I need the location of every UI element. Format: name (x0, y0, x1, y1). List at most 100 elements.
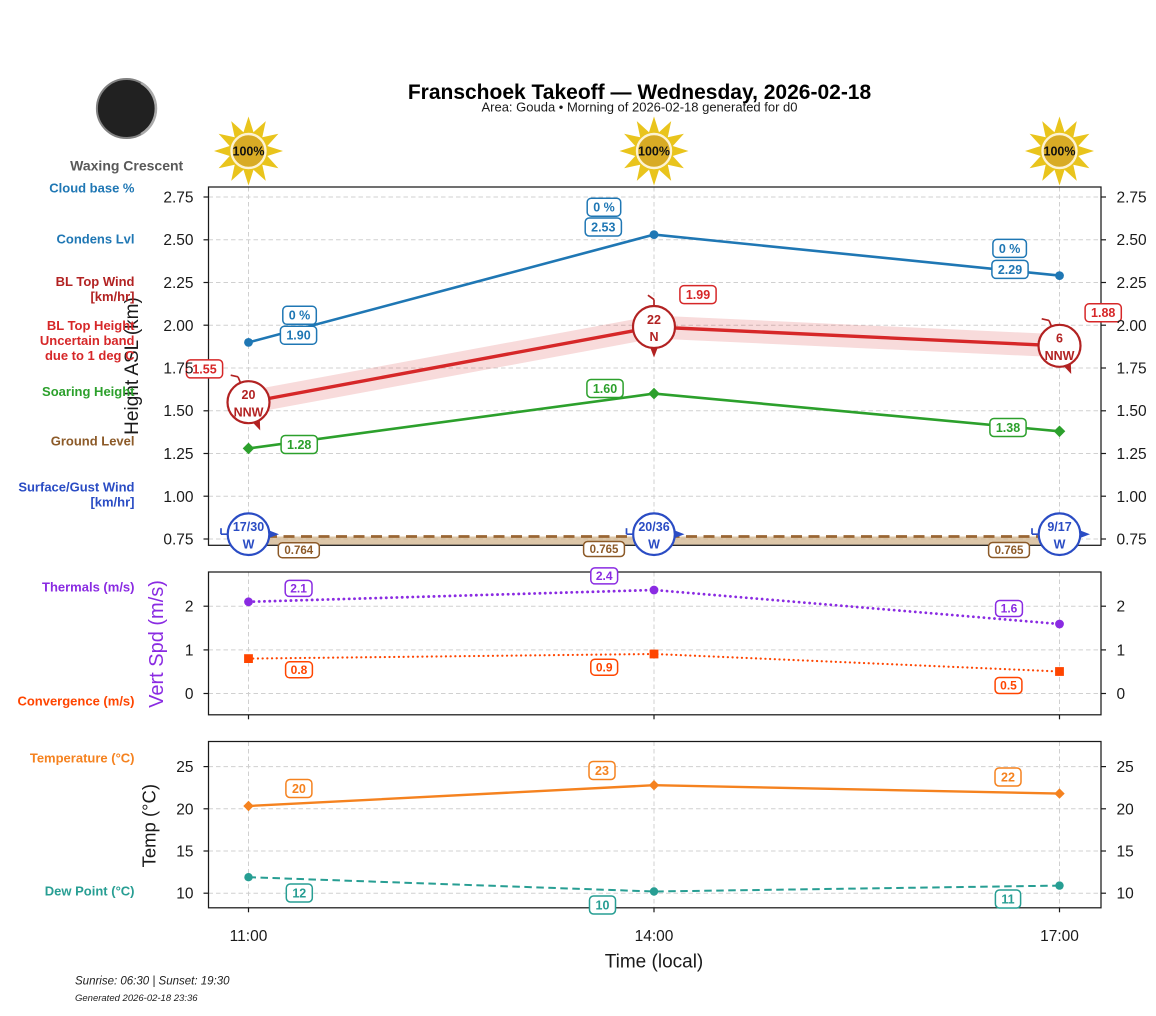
svg-text:BL Top Height: BL Top Height (47, 318, 135, 333)
svg-text:due to 1 deg C: due to 1 deg C (45, 348, 135, 363)
svg-text:Franschoek Takeoff — Wednesday: Franschoek Takeoff — Wednesday, 2026-02-… (408, 81, 872, 104)
svg-text:W: W (1054, 537, 1066, 551)
svg-text:9/17: 9/17 (1047, 520, 1071, 534)
svg-text:1.6: 1.6 (1001, 602, 1018, 616)
svg-text:1.60: 1.60 (593, 382, 617, 396)
svg-text:Temperature (°C): Temperature (°C) (30, 751, 135, 766)
svg-text:20/36: 20/36 (638, 520, 669, 534)
svg-text:Dew Point (°C): Dew Point (°C) (45, 884, 135, 899)
svg-text:0: 0 (185, 686, 194, 703)
svg-text:2.25: 2.25 (1117, 275, 1147, 292)
svg-text:2: 2 (1117, 599, 1126, 616)
svg-text:2.4: 2.4 (596, 569, 613, 583)
svg-text:20: 20 (176, 801, 194, 818)
svg-text:Cloud base %: Cloud base % (49, 181, 135, 196)
svg-text:12: 12 (292, 886, 306, 900)
svg-text:[km/hr]: [km/hr] (90, 495, 134, 510)
svg-text:0: 0 (1117, 686, 1126, 703)
svg-text:25: 25 (176, 759, 193, 776)
svg-text:Area: Gouda • Morning of 2026-: Area: Gouda • Morning of 2026-02-18 gene… (481, 100, 797, 115)
svg-text:15: 15 (176, 844, 193, 861)
svg-text:17/30: 17/30 (233, 520, 264, 534)
svg-text:2.1: 2.1 (290, 582, 307, 596)
svg-text:Surface/Gust Wind: Surface/Gust Wind (18, 480, 134, 495)
svg-text:Condens Lvl: Condens Lvl (56, 232, 134, 247)
svg-text:6: 6 (1056, 332, 1063, 346)
svg-text:1: 1 (185, 642, 194, 659)
svg-text:1.25: 1.25 (1117, 446, 1147, 463)
svg-text:NNW: NNW (1045, 349, 1075, 363)
svg-text:2.25: 2.25 (163, 275, 193, 292)
svg-text:Generated 2026-02-18 23:36: Generated 2026-02-18 23:36 (75, 993, 198, 1004)
svg-text:2.53: 2.53 (591, 220, 615, 234)
svg-text:Sunrise: 06:30 | Sunset: 19:30: Sunrise: 06:30 | Sunset: 19:30 (75, 976, 230, 988)
svg-text:W: W (648, 537, 660, 551)
svg-text:10: 10 (1117, 886, 1135, 903)
svg-text:1.38: 1.38 (996, 421, 1020, 435)
svg-text:2.50: 2.50 (163, 232, 194, 249)
svg-text:1.25: 1.25 (163, 446, 193, 463)
svg-text:Thermals (m/s): Thermals (m/s) (42, 580, 134, 595)
svg-text:2.00: 2.00 (1117, 318, 1148, 335)
svg-text:1.00: 1.00 (1117, 489, 1148, 506)
svg-text:100%: 100% (233, 145, 265, 159)
svg-text:25: 25 (1117, 759, 1134, 776)
svg-text:0.75: 0.75 (163, 532, 193, 549)
svg-text:22: 22 (1001, 770, 1015, 784)
svg-text:20: 20 (1117, 801, 1135, 818)
svg-text:1.75: 1.75 (1117, 361, 1147, 378)
svg-text:1.55: 1.55 (192, 362, 216, 376)
svg-text:1.50: 1.50 (1117, 403, 1148, 420)
svg-text:1.90: 1.90 (286, 329, 310, 343)
svg-text:2.50: 2.50 (1117, 232, 1148, 249)
svg-text:17:00: 17:00 (1040, 928, 1079, 945)
svg-text:23: 23 (595, 764, 609, 778)
svg-text:1.99: 1.99 (686, 288, 710, 302)
svg-text:Ground Level: Ground Level (51, 434, 135, 449)
svg-text:1: 1 (1117, 642, 1126, 659)
svg-text:1.00: 1.00 (163, 489, 194, 506)
svg-text:Temp (°C): Temp (°C) (139, 784, 160, 867)
svg-text:15: 15 (1117, 844, 1134, 861)
svg-text:20: 20 (242, 388, 256, 402)
svg-text:BL Top Wind: BL Top Wind (56, 274, 135, 289)
svg-text:[km/hr]: [km/hr] (90, 289, 134, 304)
svg-text:Soaring Height: Soaring Height (42, 384, 135, 399)
svg-text:Uncertain band: Uncertain band (40, 333, 135, 348)
svg-text:0.765: 0.765 (590, 544, 619, 556)
svg-text:14:00: 14:00 (635, 928, 674, 945)
svg-text:NNW: NNW (234, 405, 264, 419)
svg-text:Time (local): Time (local) (605, 952, 704, 973)
svg-text:0.5: 0.5 (1000, 679, 1017, 693)
svg-text:Convergence (m/s): Convergence (m/s) (17, 694, 134, 709)
svg-text:11: 11 (1001, 892, 1014, 906)
svg-text:0.765: 0.765 (995, 545, 1024, 557)
svg-text:2.75: 2.75 (1117, 190, 1147, 207)
svg-text:0.75: 0.75 (1117, 532, 1147, 549)
svg-text:20: 20 (292, 782, 306, 796)
svg-text:100%: 100% (1044, 145, 1076, 159)
svg-text:0 %: 0 % (289, 309, 311, 323)
svg-text:Height ASL (km): Height ASL (km) (122, 297, 143, 435)
svg-text:1.88: 1.88 (1091, 306, 1115, 320)
svg-text:10: 10 (176, 886, 194, 903)
svg-text:Waxing Crescent: Waxing Crescent (70, 158, 183, 174)
svg-text:0.9: 0.9 (596, 660, 613, 674)
svg-text:0.764: 0.764 (284, 545, 313, 557)
svg-text:0 %: 0 % (999, 242, 1021, 256)
svg-text:0 %: 0 % (593, 201, 615, 215)
svg-text:11:00: 11:00 (230, 928, 268, 945)
svg-text:N: N (649, 330, 658, 344)
svg-text:2.29: 2.29 (998, 263, 1022, 277)
svg-text:2.75: 2.75 (163, 190, 193, 207)
svg-text:22: 22 (647, 313, 661, 327)
svg-text:1.50: 1.50 (163, 403, 194, 420)
svg-text:10: 10 (596, 898, 610, 912)
svg-text:1.28: 1.28 (287, 438, 311, 452)
svg-text:2.00: 2.00 (163, 318, 194, 335)
svg-text:2: 2 (185, 599, 194, 616)
svg-text:100%: 100% (638, 145, 670, 159)
svg-text:W: W (243, 537, 255, 551)
svg-text:0.8: 0.8 (291, 663, 308, 677)
svg-text:1.75: 1.75 (163, 361, 193, 378)
